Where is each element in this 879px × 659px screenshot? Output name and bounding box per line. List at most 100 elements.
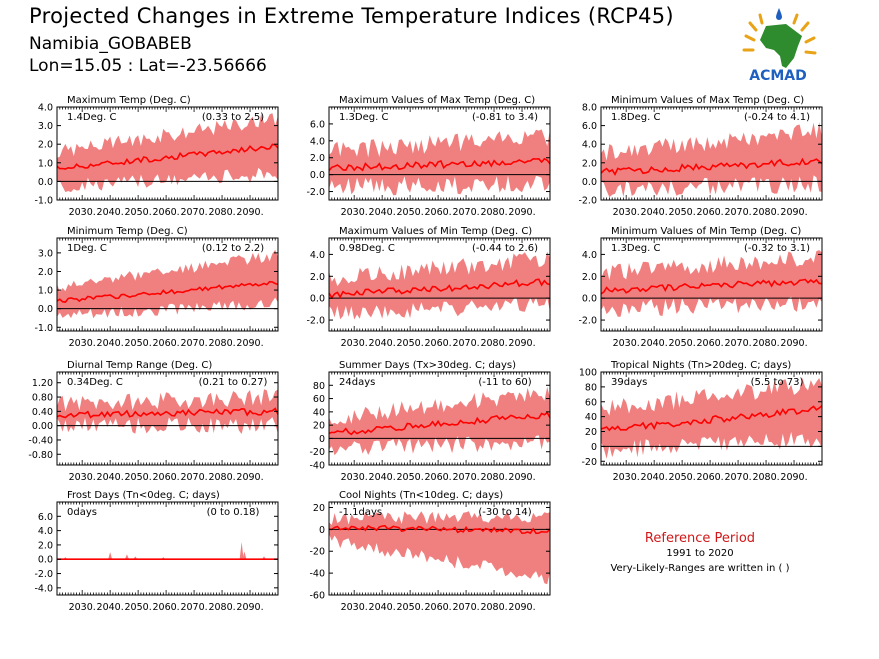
change-value-label: 0days bbox=[67, 507, 97, 518]
page-title: Projected Changes in Extreme Temperature… bbox=[29, 4, 674, 28]
y-tick-label: 8.0 bbox=[582, 103, 597, 114]
x-tick-label: 2030. bbox=[613, 207, 640, 218]
x-tick-label: 2030. bbox=[341, 338, 368, 349]
y-tick-label: -1.0 bbox=[34, 196, 53, 207]
likely-range-label: (0.33 to 2.5) bbox=[202, 112, 264, 123]
plot-frame bbox=[56, 106, 279, 201]
x-tick-label: 2040. bbox=[97, 472, 124, 483]
x-tick-label: 2070. bbox=[452, 472, 479, 483]
plot-frame bbox=[328, 106, 551, 201]
x-tick-label: 2050. bbox=[397, 338, 424, 349]
chart-title: Tropical Nights (Tn>20deg. C; days) bbox=[610, 360, 791, 371]
chart-title: Minimum Values of Min Temp (Deg. C) bbox=[611, 226, 801, 237]
ensemble-mean-line bbox=[600, 278, 823, 295]
change-value-label: 0.34Deg. C bbox=[67, 377, 123, 388]
x-tick-label: 2060. bbox=[424, 472, 451, 483]
x-tick-label: 2070. bbox=[180, 338, 207, 349]
x-tick-label: 2030. bbox=[341, 207, 368, 218]
ensemble-mean-line bbox=[600, 157, 823, 176]
x-tick-label: 2070. bbox=[452, 602, 479, 613]
x-tick-label: 2070. bbox=[724, 338, 751, 349]
x-tick-label: 2040. bbox=[369, 472, 396, 483]
spike-mark bbox=[108, 552, 113, 560]
reference-period-years: 1991 to 2020 bbox=[666, 548, 734, 559]
y-tick-label: -2.0 bbox=[578, 316, 597, 327]
x-tick-label: 2050. bbox=[397, 602, 424, 613]
spike-mark bbox=[124, 554, 129, 560]
y-tick-label: 1.0 bbox=[38, 286, 53, 297]
x-tick-label: 2080. bbox=[208, 207, 235, 218]
ensemble-mean-line bbox=[328, 278, 551, 300]
y-tick-label: 6.0 bbox=[582, 121, 597, 132]
y-tick-label: 0.0 bbox=[310, 170, 325, 181]
plot-frame bbox=[56, 237, 279, 332]
chart-title: Minimum Temp (Deg. C) bbox=[67, 226, 188, 237]
y-tick-label: -20 bbox=[309, 547, 325, 558]
x-tick-label: 2060. bbox=[152, 602, 179, 613]
likely-range-label: (0.21 to 0.27) bbox=[199, 377, 268, 388]
change-value-label: 1.3Deg. C bbox=[339, 112, 388, 123]
chart-title: Frost Days (Tn<0deg. C; days) bbox=[67, 490, 220, 501]
y-tick-label: -2.0 bbox=[306, 187, 325, 198]
x-tick-label: 2040. bbox=[369, 207, 396, 218]
x-tick-label: 2080. bbox=[208, 338, 235, 349]
x-tick-label: 2040. bbox=[369, 338, 396, 349]
x-tick-label: 2080. bbox=[480, 602, 507, 613]
y-tick-label: -40 bbox=[309, 461, 325, 472]
x-tick-label: 2050. bbox=[669, 338, 696, 349]
x-tick-label: 2050. bbox=[125, 207, 152, 218]
spike-mark bbox=[239, 542, 244, 560]
y-tick-label: 80 bbox=[313, 381, 325, 392]
x-tick-label: 2090. bbox=[780, 207, 807, 218]
x-tick-label: 2070. bbox=[180, 207, 207, 218]
x-tick-label: 2080. bbox=[480, 472, 507, 483]
plot-frame bbox=[600, 106, 823, 201]
ensemble-mean-line bbox=[328, 157, 551, 172]
x-tick-label: 2040. bbox=[97, 207, 124, 218]
x-tick-label: 2060. bbox=[424, 338, 451, 349]
x-tick-label: 2030. bbox=[341, 472, 368, 483]
change-value-label: -1.1days bbox=[339, 507, 382, 518]
chart-panel: -2.0 0.0 2.0 4.0 6.0 2030. 2040. 2050. 2060. 2070… bbox=[306, 95, 551, 218]
x-tick-label: 2060. bbox=[152, 338, 179, 349]
likely-range-band bbox=[329, 386, 550, 456]
x-tick-label: 2040. bbox=[641, 472, 668, 483]
x-tick-label: 2040. bbox=[641, 207, 668, 218]
x-tick-label: 2060. bbox=[696, 338, 723, 349]
y-tick-label: 0.0 bbox=[38, 304, 53, 315]
y-tick-label: 60 bbox=[585, 397, 597, 408]
change-value-label: 24days bbox=[339, 377, 375, 388]
likely-range-label: (-11 to 60) bbox=[478, 377, 531, 388]
y-tick-label: 2.0 bbox=[582, 272, 597, 283]
ensemble-mean-line bbox=[56, 407, 279, 419]
y-tick-label: -2.0 bbox=[578, 196, 597, 207]
x-tick-label: 2070. bbox=[180, 472, 207, 483]
plot-frame bbox=[600, 371, 823, 466]
plot-frame bbox=[328, 501, 551, 596]
y-tick-label: 2.0 bbox=[310, 272, 325, 283]
x-tick-label: 2050. bbox=[397, 472, 424, 483]
x-tick-label: 2060. bbox=[424, 602, 451, 613]
y-tick-label: 0.40 bbox=[32, 407, 53, 418]
y-tick-label: 40 bbox=[585, 412, 597, 423]
y-tick-label: 80 bbox=[585, 382, 597, 393]
y-tick-label: 0 bbox=[319, 525, 325, 536]
y-tick-label: 20 bbox=[313, 421, 325, 432]
y-tick-label: 40 bbox=[313, 407, 325, 418]
location-label: Namibia_GOBABEB bbox=[29, 34, 192, 54]
likely-range-label: (0.12 to 2.2) bbox=[202, 243, 264, 254]
x-tick-label: 2090. bbox=[236, 338, 263, 349]
y-tick-label: 100 bbox=[579, 368, 597, 379]
chart-title: Summer Days (Tx>30deg. C; days) bbox=[339, 360, 516, 371]
y-tick-label: -40 bbox=[309, 569, 325, 580]
y-tick-label: 0.0 bbox=[38, 177, 53, 188]
y-tick-label: 2.0 bbox=[38, 540, 53, 551]
y-tick-label: 3.0 bbox=[38, 248, 53, 259]
y-tick-label: -0.80 bbox=[28, 450, 53, 461]
y-tick-label: 1.20 bbox=[32, 378, 53, 389]
x-tick-label: 2060. bbox=[152, 207, 179, 218]
likely-range-band bbox=[329, 511, 550, 585]
